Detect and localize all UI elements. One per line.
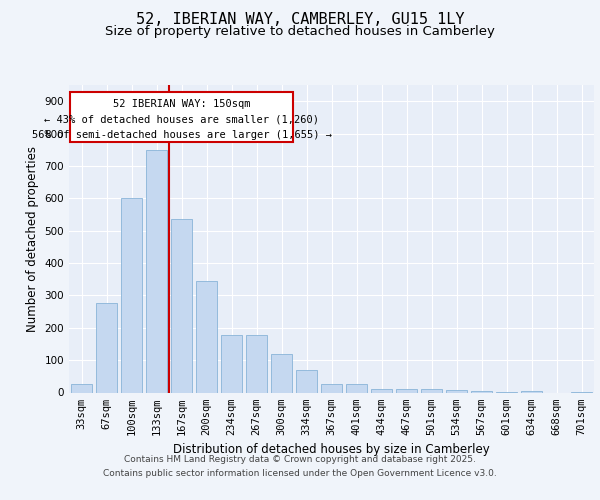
Bar [371,388,392,392]
Text: Contains HM Land Registry data © Crown copyright and database right 2025.: Contains HM Land Registry data © Crown c… [124,455,476,464]
Bar [296,370,317,392]
Bar [396,388,417,392]
Bar [146,150,167,392]
Bar [96,304,117,392]
X-axis label: Distribution of detached houses by size in Camberley: Distribution of detached houses by size … [173,443,490,456]
Bar [71,384,92,392]
Bar [271,354,292,393]
Text: 56% of semi-detached houses are larger (1,655) →: 56% of semi-detached houses are larger (… [32,130,331,140]
Bar [196,281,217,392]
Bar [221,335,242,392]
Bar [521,391,542,392]
Bar [471,391,492,392]
Bar [246,335,267,392]
Text: 52 IBERIAN WAY: 150sqm: 52 IBERIAN WAY: 150sqm [113,98,250,108]
Text: Size of property relative to detached houses in Camberley: Size of property relative to detached ho… [105,25,495,38]
Bar [121,198,142,392]
Bar [346,384,367,392]
Bar [321,384,342,392]
Bar [171,220,192,392]
Y-axis label: Number of detached properties: Number of detached properties [26,146,39,332]
Bar [421,390,442,392]
Bar [70,92,293,142]
Text: Contains public sector information licensed under the Open Government Licence v3: Contains public sector information licen… [103,469,497,478]
Bar [446,390,467,392]
Text: ← 43% of detached houses are smaller (1,260): ← 43% of detached houses are smaller (1,… [44,114,319,124]
Text: 52, IBERIAN WAY, CAMBERLEY, GU15 1LY: 52, IBERIAN WAY, CAMBERLEY, GU15 1LY [136,12,464,28]
